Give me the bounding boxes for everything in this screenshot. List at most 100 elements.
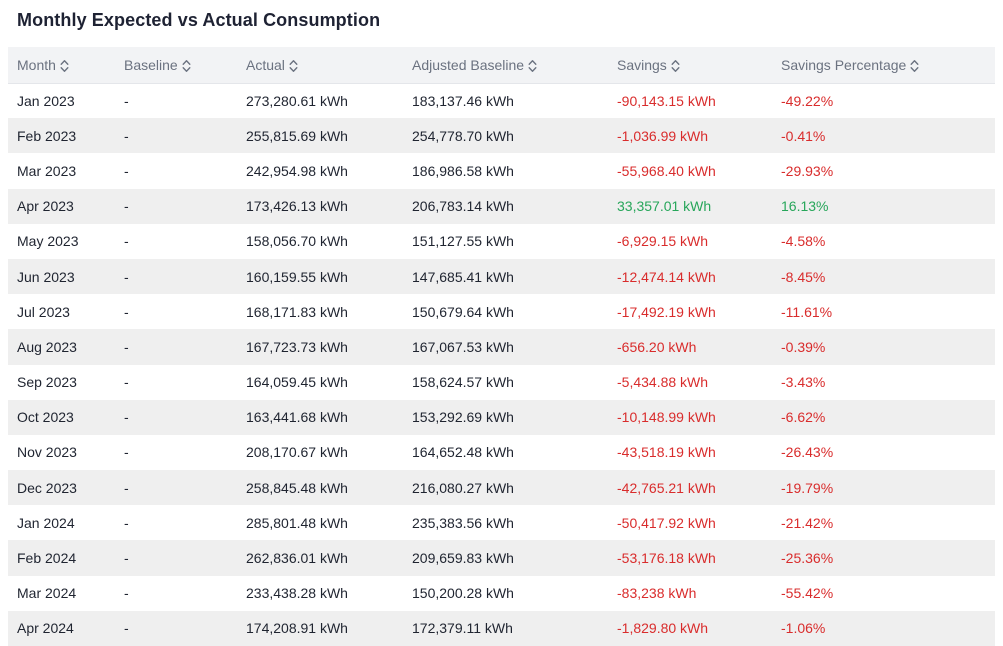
cell-month: Dec 2023 (17, 479, 77, 496)
sort-up-down-icon[interactable] (671, 59, 680, 73)
cell-actual: 158,056.70 kWh (246, 233, 348, 250)
table-row: Feb 2024 - 262,836.01 kWh 209,659.83 kWh -53… (8, 540, 995, 576)
cell-savings: -6,929.15 kWh (617, 233, 709, 250)
cell-baseline: - (124, 409, 129, 426)
cell-month: Mar 2024 (17, 585, 77, 602)
cell-actual: 167,723.73 kWh (246, 338, 348, 355)
cell-actual: 208,170.67 kWh (246, 444, 348, 461)
sort-up-down-icon[interactable] (528, 59, 537, 73)
cell-savings-percentage: -0.39% (781, 338, 826, 355)
table-row: Aug 2023 - 167,723.73 kWh 167,067.53 kWh -65… (8, 329, 995, 365)
table-header-row: Month Baseline Actual Adjusted Baseline Savi… (8, 47, 995, 84)
cell-baseline: - (124, 338, 129, 355)
cell-savings: -5,434.88 kWh (617, 374, 709, 391)
sort-up-down-icon[interactable] (289, 59, 298, 73)
column-header-label: Adjusted Baseline (412, 56, 525, 73)
cell-adjusted-baseline: 151,127.55 kWh (412, 233, 514, 250)
table-row: Mar 2023 - 242,954.98 kWh 186,986.58 kWh -55… (8, 153, 995, 188)
cell-actual: 255,815.69 kWh (246, 127, 348, 144)
column-header-month[interactable]: Month (8, 47, 115, 84)
cell-adjusted-baseline: 150,200.28 kWh (412, 585, 514, 602)
cell-actual: 242,954.98 kWh (246, 162, 348, 179)
cell-savings-percentage: -21.42% (781, 514, 834, 531)
table-row: May 2023 - 158,056.70 kWh 151,127.55 kWh -6,… (8, 224, 995, 259)
table-row: Dec 2023 - 258,845.48 kWh 216,080.27 kWh -42… (8, 470, 995, 506)
consumption-table-container: Month Baseline Actual Adjusted Baseline Savi… (8, 47, 995, 646)
cell-savings: -1,829.80 kWh (617, 620, 709, 637)
cell-adjusted-baseline: 235,383.56 kWh (412, 514, 514, 531)
column-header-baseline[interactable]: Baseline (115, 47, 237, 84)
cell-savings-percentage: -0.41% (781, 127, 826, 144)
cell-month: Feb 2024 (17, 550, 77, 567)
cell-adjusted-baseline: 167,067.53 kWh (412, 338, 514, 355)
cell-savings: -83,238 kWh (617, 585, 697, 602)
cell-adjusted-baseline: 186,986.58 kWh (412, 162, 514, 179)
cell-savings-percentage: -11.61% (781, 303, 833, 320)
cell-savings: -55,968.40 kWh (617, 162, 716, 179)
cell-actual: 174,208.91 kWh (246, 620, 348, 637)
column-header-label: Actual (246, 56, 285, 73)
table-body: Jan 2023 - 273,280.61 kWh 183,137.46 kWh -90… (8, 83, 995, 646)
cell-adjusted-baseline: 153,292.69 kWh (412, 409, 514, 426)
cell-adjusted-baseline: 254,778.70 kWh (412, 127, 514, 144)
table-row: Jul 2023 - 168,171.83 kWh 150,679.64 kWh -17… (8, 294, 995, 329)
cell-adjusted-baseline: 150,679.64 kWh (412, 303, 514, 320)
cell-actual: 258,845.48 kWh (246, 479, 348, 496)
cell-savings-percentage: -1.06% (781, 620, 826, 637)
cell-adjusted-baseline: 147,685.41 kWh (412, 268, 514, 285)
column-header-savings[interactable]: Savings (608, 47, 772, 84)
cell-month: Apr 2024 (17, 620, 74, 637)
cell-baseline: - (124, 550, 129, 567)
cell-month: Nov 2023 (17, 444, 77, 461)
cell-adjusted-baseline: 216,080.27 kWh (412, 479, 514, 496)
cell-adjusted-baseline: 206,783.14 kWh (412, 198, 514, 215)
cell-baseline: - (124, 444, 129, 461)
cell-month: Aug 2023 (17, 338, 77, 355)
sort-up-down-icon[interactable] (910, 59, 919, 73)
cell-savings: -12,474.14 kWh (617, 268, 716, 285)
cell-savings: -43,518.19 kWh (617, 444, 716, 461)
cell-savings: -42,765.21 kWh (617, 479, 716, 496)
table-row: Sep 2023 - 164,059.45 kWh 158,624.57 kWh -5,… (8, 365, 995, 400)
cell-month: Jun 2023 (17, 268, 75, 285)
page-title: Monthly Expected vs Actual Consumption (17, 10, 381, 30)
cell-savings: -50,417.92 kWh (617, 514, 716, 531)
cell-baseline: - (124, 620, 129, 637)
table-row: Feb 2023 - 255,815.69 kWh 254,778.70 kWh -1,… (8, 118, 995, 154)
cell-baseline: - (124, 514, 129, 531)
cell-actual: 168,171.83 kWh (246, 303, 348, 320)
cell-savings: 33,357.01 kWh (617, 198, 712, 215)
cell-actual: 164,059.45 kWh (246, 374, 348, 391)
cell-month: Sep 2023 (17, 374, 77, 391)
table-row: Nov 2023 - 208,170.67 kWh 164,652.48 kWh -43… (8, 435, 995, 470)
cell-savings: -656.20 kWh (617, 338, 697, 355)
column-header-label: Baseline (124, 56, 178, 73)
column-header-savings-percentage[interactable]: Savings Percentage (772, 47, 995, 84)
column-header-actual[interactable]: Actual (237, 47, 403, 84)
cell-actual: 262,836.01 kWh (246, 550, 348, 567)
cell-month: Jul 2023 (17, 303, 70, 320)
cell-month: Jan 2023 (17, 92, 75, 109)
cell-adjusted-baseline: 183,137.46 kWh (412, 92, 514, 109)
cell-baseline: - (124, 268, 129, 285)
cell-baseline: - (124, 127, 129, 144)
column-header-label: Savings Percentage (781, 56, 907, 73)
cell-savings-percentage: -29.93% (781, 162, 834, 179)
table-row: Apr 2023 - 173,426.13 kWh 206,783.14 kWh 33,… (8, 188, 995, 224)
cell-savings-percentage: -8.45% (781, 268, 826, 285)
cell-adjusted-baseline: 158,624.57 kWh (412, 374, 514, 391)
column-header-adjusted-baseline[interactable]: Adjusted Baseline (403, 47, 608, 84)
cell-savings-percentage: -19.79% (781, 479, 834, 496)
cell-savings-percentage: -26.43% (781, 444, 834, 461)
cell-baseline: - (124, 162, 129, 179)
sort-up-down-icon[interactable] (182, 59, 191, 73)
cell-savings: -17,492.19 kWh (617, 303, 716, 320)
cell-savings: -90,143.15 kWh (617, 92, 716, 109)
cell-savings-percentage: 16.13% (781, 198, 829, 215)
column-header-label: Month (17, 56, 56, 73)
sort-up-down-icon[interactable] (60, 59, 69, 73)
cell-savings-percentage: -3.43% (781, 374, 826, 391)
table-row: Oct 2023 - 163,441.68 kWh 153,292.69 kWh -10… (8, 399, 995, 435)
cell-savings-percentage: -4.58% (781, 233, 826, 250)
cell-adjusted-baseline: 164,652.48 kWh (412, 444, 514, 461)
